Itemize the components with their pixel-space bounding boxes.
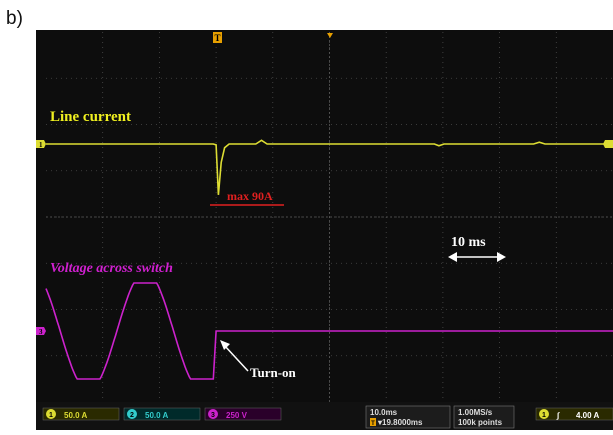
panel-label: b) <box>6 8 23 29</box>
acquisition-readout: 1.00MS/s 100k points <box>453 405 515 429</box>
ch1-ground-marker: 1 <box>36 140 46 149</box>
trigger-readout: 1 ∫ 4.00 A <box>535 407 613 421</box>
svg-text:50.0 A: 50.0 A <box>145 411 168 420</box>
ch3-scale-badge: 3 250 V <box>204 407 282 421</box>
line-current-label: Line current <box>50 109 131 125</box>
svg-text:1: 1 <box>542 412 546 419</box>
oscilloscope-plot: T 1 3 Line current max 90A Voltage acros… <box>36 32 613 430</box>
time-scale-label: 10 ms <box>451 235 486 250</box>
svg-text:1.00MS/s: 1.00MS/s <box>458 408 493 417</box>
trigger-marker: T <box>213 32 222 43</box>
traces <box>45 139 613 380</box>
time-scale-arrow <box>448 252 506 262</box>
svg-text:▾19.8000ms: ▾19.8000ms <box>377 418 423 427</box>
line-current-trace <box>46 139 613 195</box>
svg-text:10.0ms: 10.0ms <box>370 408 398 417</box>
svg-text:2: 2 <box>130 412 134 419</box>
grid <box>46 32 613 402</box>
status-bar: 1 50.0 A 2 50.0 A 3 250 V 10.0ms T ▾19. <box>36 402 613 430</box>
turn-on-arrow <box>220 340 249 372</box>
svg-text:T: T <box>371 421 375 427</box>
voltage-trace <box>45 282 613 380</box>
svg-text:T: T <box>214 33 220 43</box>
svg-text:3: 3 <box>39 328 43 336</box>
ch3-ground-marker: 3 <box>36 327 46 336</box>
svg-text:1: 1 <box>49 412 53 419</box>
timebase-readout: 10.0ms T ▾19.8000ms <box>365 405 451 429</box>
svg-text:∫: ∫ <box>556 411 560 420</box>
svg-text:1: 1 <box>39 141 43 149</box>
trigger-point-marker <box>327 33 333 38</box>
ch1-right-marker <box>603 140 613 148</box>
ch1-scale-badge: 1 50.0 A <box>42 407 120 421</box>
max-current-label: max 90A <box>227 189 273 203</box>
svg-text:4.00 A: 4.00 A <box>576 411 599 420</box>
svg-text:250 V: 250 V <box>226 411 248 420</box>
oscilloscope-screen: T 1 3 Line current max 90A Voltage acros… <box>36 30 613 430</box>
turn-on-label: Turn-on <box>250 365 297 380</box>
ch2-scale-badge: 2 50.0 A <box>123 407 201 421</box>
svg-text:50.0 A: 50.0 A <box>64 411 87 420</box>
voltage-label: Voltage across switch <box>50 261 173 276</box>
svg-text:3: 3 <box>211 412 215 419</box>
svg-text:100k points: 100k points <box>458 418 503 427</box>
